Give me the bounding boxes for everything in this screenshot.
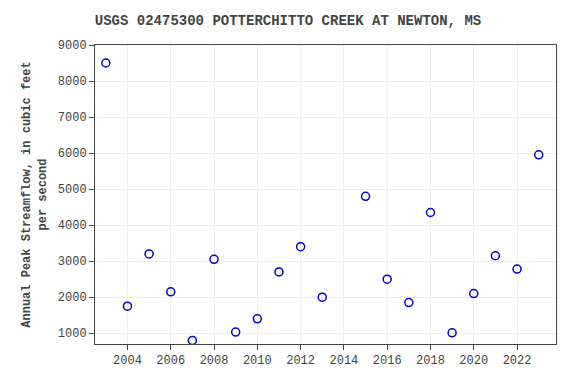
svg-text:2010: 2010 [243, 354, 272, 368]
svg-text:5000: 5000 [58, 183, 87, 197]
svg-text:2016: 2016 [373, 354, 402, 368]
svg-text:2020: 2020 [459, 354, 488, 368]
svg-text:4000: 4000 [58, 219, 87, 233]
svg-text:2008: 2008 [200, 354, 229, 368]
svg-text:2012: 2012 [286, 354, 315, 368]
svg-text:2014: 2014 [329, 354, 358, 368]
svg-text:USGS 02475300 POTTERCHITTO CRE: USGS 02475300 POTTERCHITTO CREEK AT NEWT… [95, 13, 481, 29]
svg-text:6000: 6000 [58, 147, 87, 161]
svg-text:2006: 2006 [156, 354, 185, 368]
svg-text:2022: 2022 [503, 354, 532, 368]
svg-text:2018: 2018 [416, 354, 445, 368]
svg-text:2004: 2004 [113, 354, 142, 368]
svg-text:9000: 9000 [58, 39, 87, 53]
svg-text:2000: 2000 [58, 291, 87, 305]
svg-text:3000: 3000 [58, 255, 87, 269]
svg-text:7000: 7000 [58, 111, 87, 125]
svg-text:Annual Peak Streamflow, in cub: Annual Peak Streamflow, in cubic feetper… [20, 61, 50, 327]
svg-text:8000: 8000 [58, 75, 87, 89]
svg-text:1000: 1000 [58, 327, 87, 341]
